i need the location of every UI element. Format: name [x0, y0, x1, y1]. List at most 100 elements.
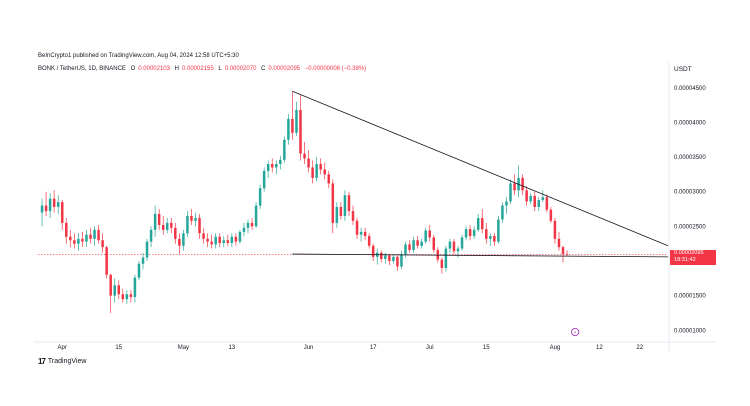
candle-body [493, 236, 496, 242]
candle-body [339, 206, 343, 216]
candle-body [420, 241, 423, 246]
candle-body [299, 109, 302, 154]
x-tick-label: Jul [426, 345, 434, 351]
candle-body [440, 259, 444, 268]
candle-body [194, 218, 197, 221]
candle-body [165, 222, 169, 230]
open-label: O [130, 66, 136, 72]
candle-body [319, 164, 322, 170]
candle-body [77, 238, 80, 244]
x-tick-label: 12 [596, 345, 603, 351]
y-tick-label: 0.00003500 [674, 155, 706, 161]
candle-body [206, 238, 209, 242]
candle-body [262, 170, 266, 189]
candle-body [347, 195, 351, 212]
candle-body [101, 240, 104, 248]
candle-body [444, 248, 448, 268]
low-value: 0.00002070 [224, 66, 257, 72]
x-tick-label: 17 [370, 345, 377, 351]
tradingview-logo[interactable]: 17 TradingView [38, 357, 86, 366]
candle-body [384, 255, 387, 259]
open-value: 0.00002103 [138, 66, 170, 72]
candle-body [472, 229, 476, 237]
currency-label[interactable]: USDT [674, 66, 692, 73]
candle-body [89, 234, 92, 239]
candle-body [40, 205, 44, 213]
candle-body [489, 236, 492, 239]
candle-body [480, 218, 484, 230]
candle-body [525, 190, 528, 202]
candle-body [81, 238, 84, 242]
candle-body [509, 183, 512, 202]
candle-body [69, 236, 72, 241]
candle-body [137, 263, 141, 278]
candle-body [295, 109, 298, 133]
candle-body [359, 231, 363, 235]
candle-body [157, 213, 161, 225]
candle-body [117, 285, 121, 295]
candle-body [561, 247, 565, 255]
y-tick-label: 0.00004500 [674, 86, 706, 92]
candle-body [133, 277, 137, 298]
y-tick-label: 0.00001000 [674, 328, 706, 334]
candle-body [105, 247, 108, 275]
candle-body [186, 215, 189, 234]
candle-body [279, 159, 282, 164]
candle-body [198, 218, 201, 234]
candle-body [254, 205, 258, 227]
candle-body [485, 229, 488, 239]
x-tick-label: Jun [304, 345, 314, 351]
tradingview-mark-icon: 17 [38, 357, 46, 366]
candle-body [170, 222, 173, 228]
candle-body [460, 237, 464, 249]
candle-body [521, 177, 524, 191]
candle-body [533, 195, 536, 207]
candle-body [468, 229, 472, 237]
candle-body [113, 285, 116, 296]
symbol-name[interactable]: BONK / TetherUS, 1D, BINANCE [38, 66, 126, 72]
candle-body [48, 198, 52, 212]
candle-body [182, 233, 185, 246]
candle-body [549, 209, 553, 221]
candle-body [553, 220, 557, 239]
tradingview-brand: TradingView [47, 358, 87, 365]
candle-body [323, 169, 326, 175]
candle-body [416, 240, 419, 246]
candle-body [270, 164, 274, 168]
publisher-line: BeInCrypto1 published on TradingView.com… [38, 53, 239, 59]
candle-body [343, 195, 347, 216]
candle-body [230, 236, 234, 243]
candle-body [476, 218, 480, 230]
candle-body [412, 240, 415, 250]
candle-body [335, 206, 339, 223]
candle-body [287, 118, 290, 140]
candle-body [363, 231, 367, 237]
close-label: C [261, 66, 266, 72]
candle-body [178, 238, 181, 246]
x-tick-label: Apr [58, 345, 67, 351]
candle-body [258, 188, 262, 206]
candle-body [327, 174, 331, 184]
candle-body [456, 248, 460, 252]
y-tick-label: 0.00004000 [674, 120, 706, 126]
bar-countdown: 18:31:42 [674, 257, 696, 263]
candle-body [52, 198, 56, 207]
candle-body [565, 253, 569, 255]
candle-body [174, 227, 177, 239]
candle-body [513, 183, 516, 191]
candle-body [60, 202, 64, 223]
candle-body [93, 229, 96, 239]
candle-body [283, 139, 286, 160]
y-tick-label: 0.00001500 [674, 294, 706, 300]
event-marker-symbol: ⚡ [574, 330, 577, 336]
candle-body [428, 230, 431, 238]
support-trendline [292, 253, 669, 258]
candle-body [424, 230, 427, 242]
candle-body [432, 237, 436, 250]
candle-body [44, 205, 48, 212]
candle-body [351, 211, 355, 221]
candle-body [85, 234, 88, 242]
candle-body [234, 236, 238, 242]
y-tick-label: 0.00002500 [674, 224, 706, 230]
